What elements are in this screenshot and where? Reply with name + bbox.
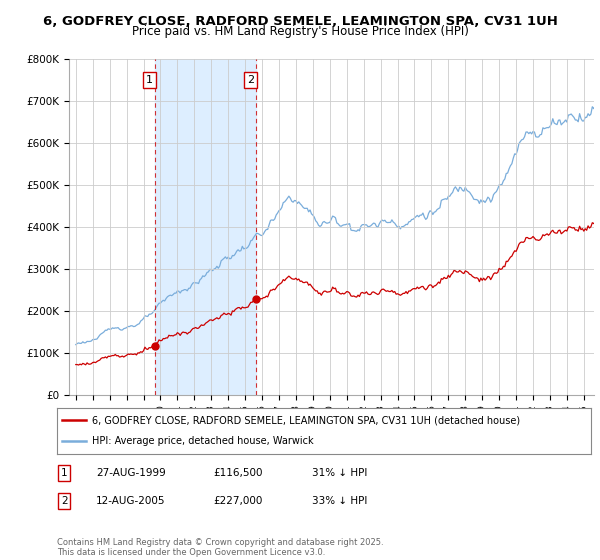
Text: 2: 2 xyxy=(247,75,254,85)
Text: 33% ↓ HPI: 33% ↓ HPI xyxy=(312,496,367,506)
Bar xyxy=(155,59,256,395)
Text: Contains HM Land Registry data © Crown copyright and database right 2025.
This d: Contains HM Land Registry data © Crown c… xyxy=(57,538,383,557)
Text: HPI: Average price, detached house, Warwick: HPI: Average price, detached house, Warw… xyxy=(92,436,313,446)
Text: 12-AUG-2005: 12-AUG-2005 xyxy=(96,496,166,506)
Text: £227,000: £227,000 xyxy=(213,496,262,506)
Text: 1: 1 xyxy=(61,468,68,478)
Text: 27-AUG-1999: 27-AUG-1999 xyxy=(96,468,166,478)
Text: 31% ↓ HPI: 31% ↓ HPI xyxy=(312,468,367,478)
Text: 2: 2 xyxy=(61,496,68,506)
Text: 1: 1 xyxy=(146,75,153,85)
Text: £116,500: £116,500 xyxy=(213,468,263,478)
Text: Price paid vs. HM Land Registry's House Price Index (HPI): Price paid vs. HM Land Registry's House … xyxy=(131,25,469,38)
Text: 6, GODFREY CLOSE, RADFORD SEMELE, LEAMINGTON SPA, CV31 1UH: 6, GODFREY CLOSE, RADFORD SEMELE, LEAMIN… xyxy=(43,15,557,27)
Text: 6, GODFREY CLOSE, RADFORD SEMELE, LEAMINGTON SPA, CV31 1UH (detached house): 6, GODFREY CLOSE, RADFORD SEMELE, LEAMIN… xyxy=(92,415,520,425)
